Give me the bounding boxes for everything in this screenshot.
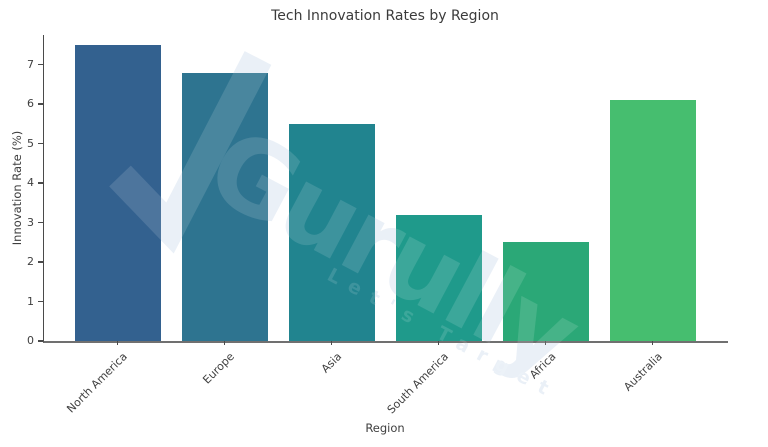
bar-asia [289,123,375,341]
x-tick-mark [545,341,547,345]
y-tick-mark [38,103,43,105]
x-tick-mark [117,341,119,345]
bar-north-america [75,44,161,341]
y-tick-label: 7 [27,57,34,71]
y-tick-label: 4 [27,176,34,190]
bar-europe [182,72,268,341]
y-axis-label: Innovation Rate (%) [10,130,24,246]
x-tick-mark [331,341,333,345]
y-tick-mark [38,340,43,342]
x-tick-label: Europe [200,350,238,387]
y-tick-mark [38,300,43,303]
y-tick-label: 0 [27,334,34,347]
y-tick-label: 1 [27,294,34,308]
x-tick-label: Asia [318,350,345,376]
x-tick-mark [224,341,226,345]
x-tick-mark [652,341,654,345]
y-tick-mark [38,261,43,263]
x-tick-label: North America [64,350,131,416]
chart-title: Tech Innovation Rates by Region [271,8,499,24]
y-tick-label: 5 [27,136,34,150]
y-tick-mark [38,63,43,66]
x-axis-label: Region [365,421,405,435]
bar-south-america [396,214,482,341]
y-tick-label: 2 [27,255,34,269]
y-tick-label: 6 [27,97,34,111]
bar-australia [610,100,696,341]
x-tick-label: South America [384,350,452,417]
y-tick-mark [38,182,43,184]
x-tick-label: Africa [526,350,559,382]
x-tick-mark [438,341,440,345]
x-tick-label: Australia [621,350,666,394]
y-tick-label: 3 [27,215,34,229]
plot-area [43,35,728,343]
y-tick-mark [38,142,43,145]
bar-africa [503,242,589,341]
y-tick-mark [38,221,43,224]
